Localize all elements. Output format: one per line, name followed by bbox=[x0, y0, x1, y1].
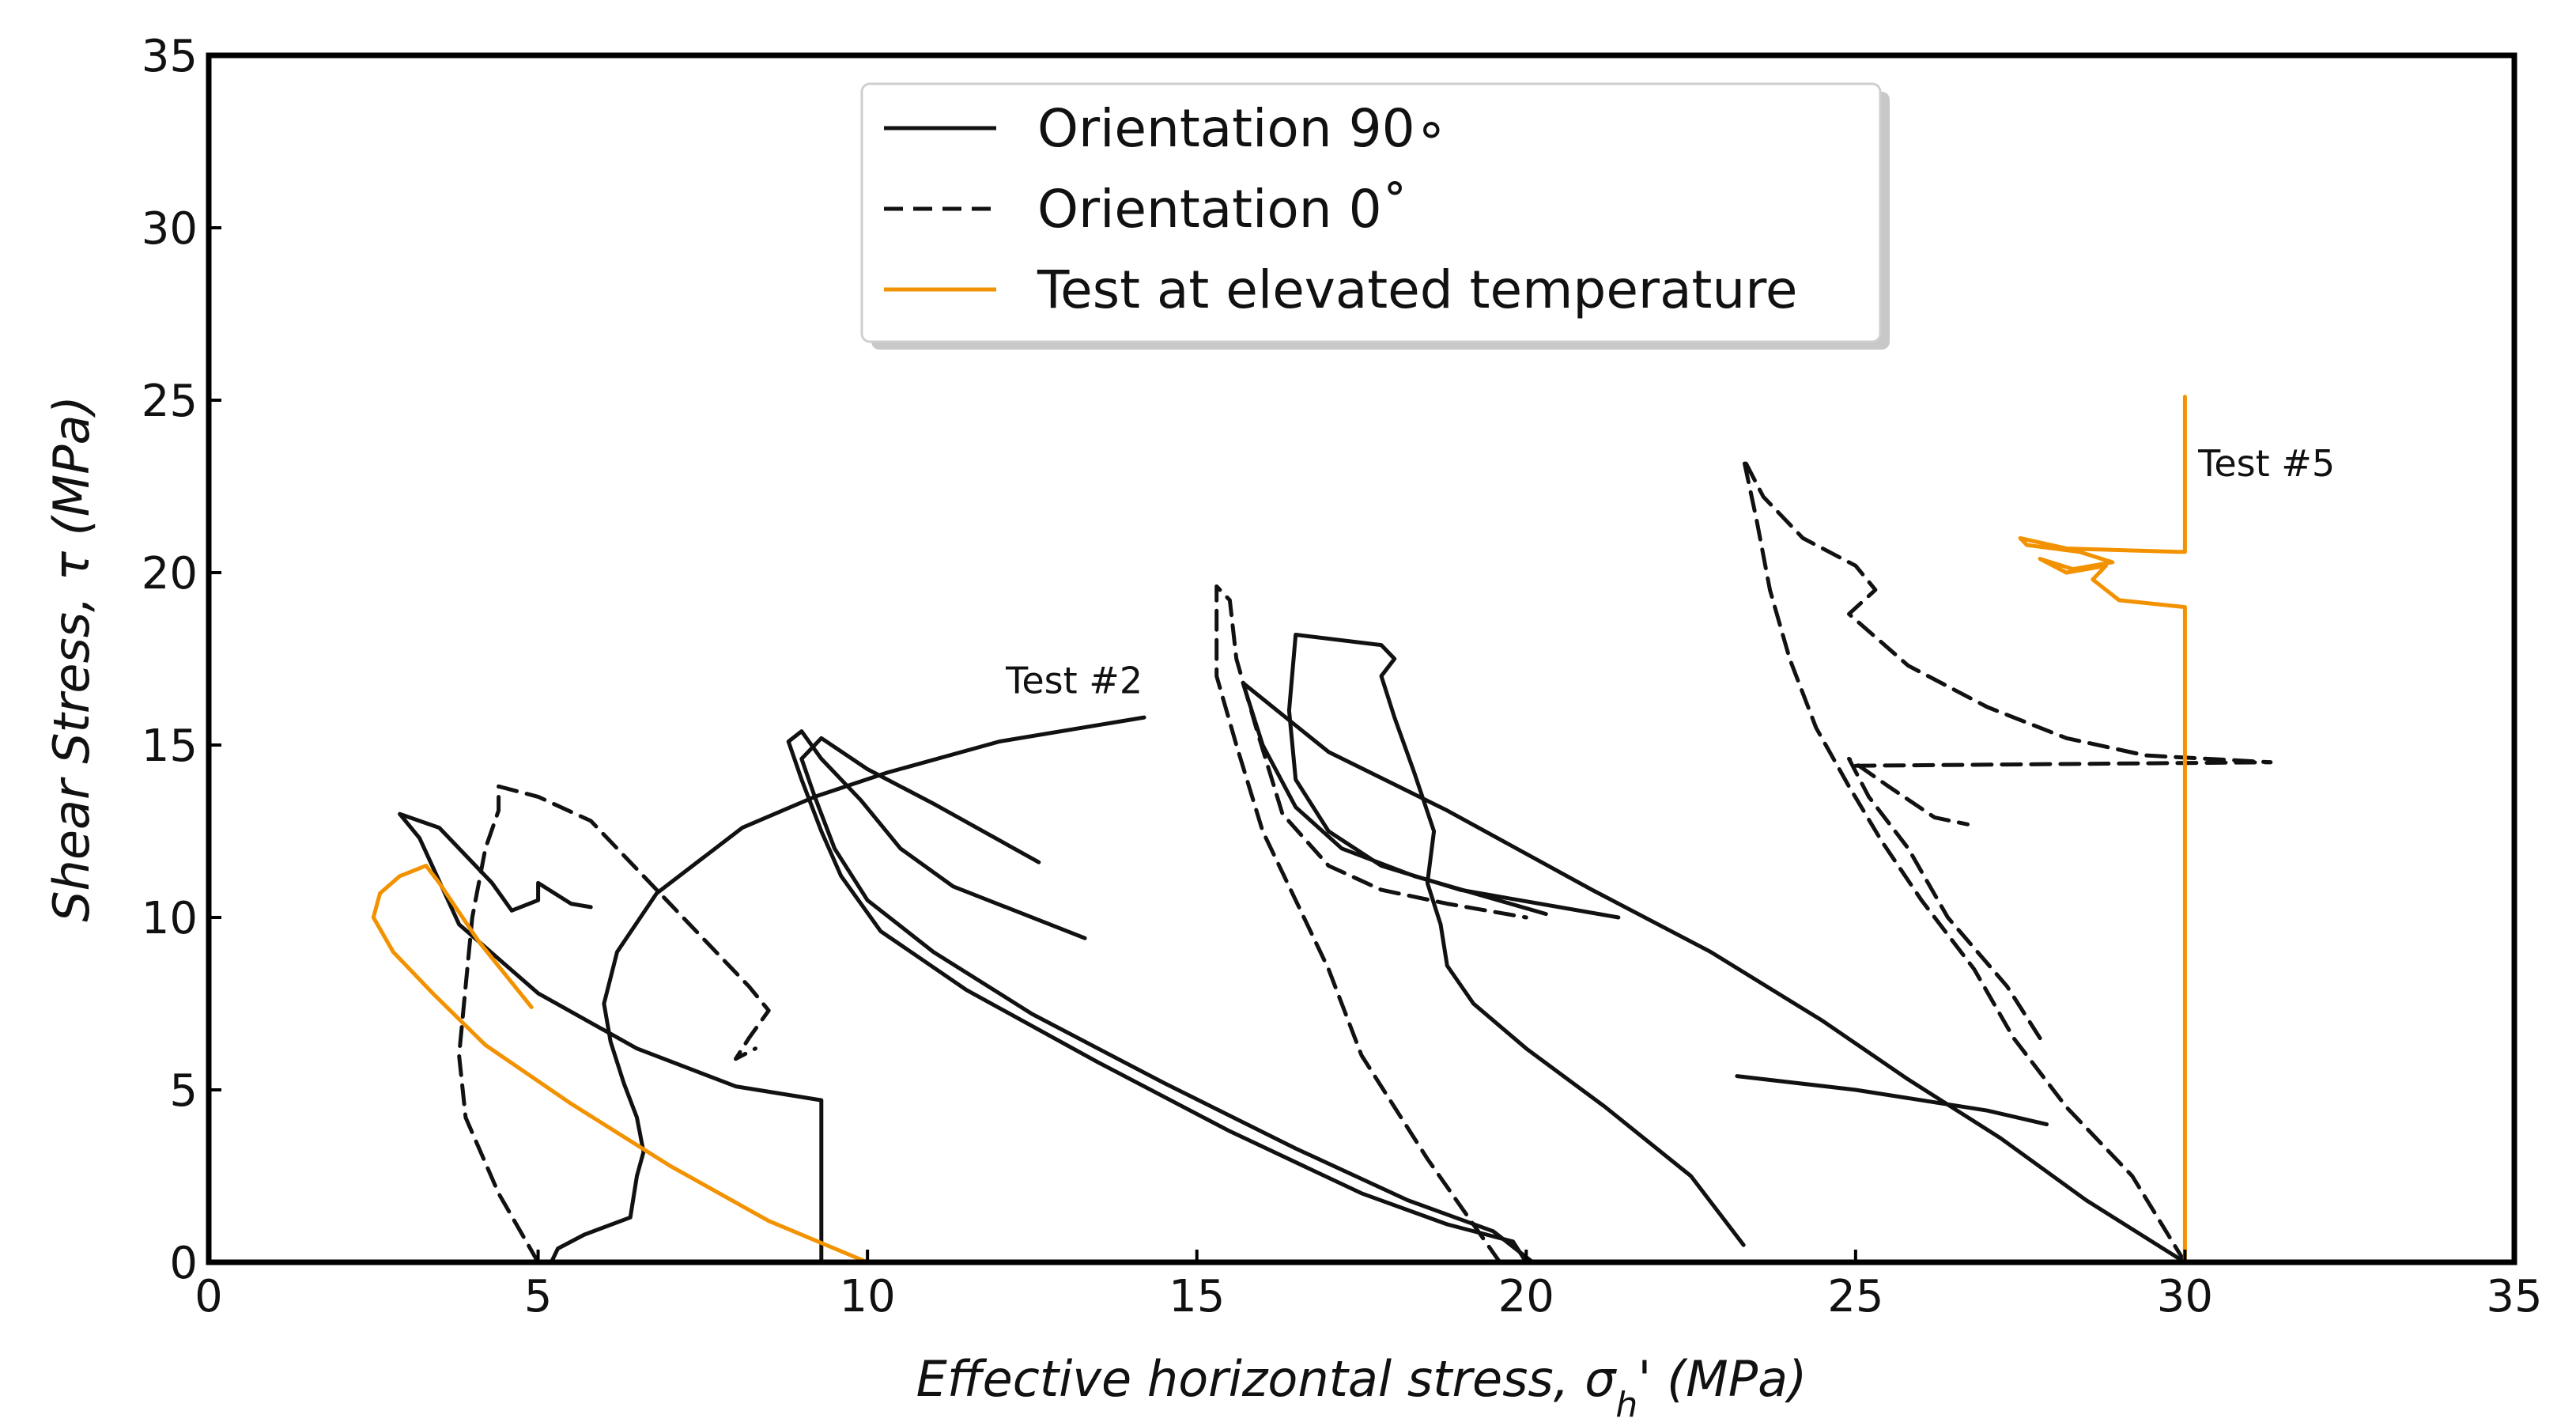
y-tick-label: 20 bbox=[142, 548, 198, 600]
series-line-90-g bbox=[1735, 1074, 2049, 1127]
x-axis-title: Effective horizontal stress, σh' (MPa) bbox=[916, 1350, 1807, 1425]
series-line-0-d bbox=[1847, 756, 2042, 1041]
ticks-layer: 0 5 10 15 20 25 30 35 0 5 10 15 20 25 30 35 bbox=[142, 31, 2543, 1322]
y-tick-label: 0 bbox=[169, 1238, 198, 1289]
legend-label-elevated-temperature: Test at elevated temperature bbox=[1037, 259, 1798, 320]
plot-frame bbox=[206, 52, 2517, 1265]
series-line-temp-b bbox=[2018, 395, 2187, 1265]
series-line-0-e bbox=[1853, 760, 2273, 768]
legend-box bbox=[860, 82, 1882, 343]
y-tick-label: 5 bbox=[169, 1065, 198, 1117]
series-layer bbox=[371, 395, 2273, 1265]
y-tick-label: 30 bbox=[142, 203, 198, 255]
x-tick-label: 10 bbox=[840, 1271, 896, 1322]
series-line-0-a bbox=[457, 784, 771, 1265]
series-line-90-e bbox=[1286, 633, 1746, 1247]
series-line-0-c bbox=[1741, 456, 2273, 1265]
annotation-test-5: Test #5 bbox=[2197, 442, 2335, 485]
series-line-temp-a bbox=[371, 864, 870, 1265]
series-line-90-a bbox=[398, 811, 824, 1265]
series-line-90-c bbox=[786, 729, 1528, 1265]
x-tick-label: 15 bbox=[1169, 1271, 1225, 1322]
y-tick-label: 15 bbox=[142, 721, 198, 772]
annotation-test-2: Test #2 bbox=[1005, 660, 1143, 702]
series-line-90-f bbox=[1241, 681, 2187, 1265]
series-line-90-b bbox=[549, 715, 1146, 1265]
legend-label-orientation-90: Orientation 90∘ bbox=[1037, 98, 1448, 159]
y-axis-title: Shear Stress, τ (MPa) bbox=[43, 395, 100, 922]
series-line-90-d bbox=[799, 736, 1535, 1265]
x-tick-label: 35 bbox=[2486, 1271, 2542, 1322]
x-tick-label: 20 bbox=[1498, 1271, 1554, 1322]
y-tick-label: 10 bbox=[142, 893, 198, 944]
y-tick-label: 35 bbox=[142, 31, 198, 82]
legend-label-orientation-0: Orientation 0˚ bbox=[1037, 179, 1408, 240]
x-tick-label: 30 bbox=[2157, 1271, 2213, 1322]
legend: Orientation 90∘ Orientation 0˚ Test at e… bbox=[860, 82, 1890, 350]
y-tick-label: 25 bbox=[142, 376, 198, 427]
x-tick-label: 0 bbox=[195, 1271, 223, 1322]
series-line-0-b bbox=[1214, 584, 1528, 1265]
x-tick-label: 25 bbox=[1827, 1271, 1883, 1322]
x-tick-label: 5 bbox=[524, 1271, 553, 1322]
